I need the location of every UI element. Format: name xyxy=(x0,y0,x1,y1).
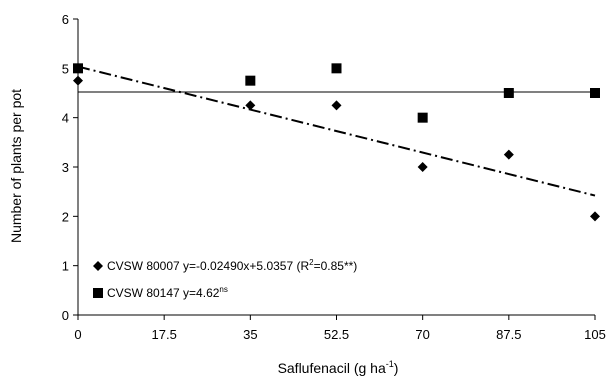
x-axis-title: Saflufenacil (g ha-1) xyxy=(278,359,399,376)
data-point-diamond xyxy=(331,100,342,111)
y-tick-label: 1 xyxy=(62,259,69,274)
regression-line-cvsw-80007 xyxy=(77,65,596,197)
y-tick-label: 5 xyxy=(62,61,69,76)
data-point-square xyxy=(331,63,342,74)
data-point-square xyxy=(245,75,256,86)
x-tick-label: 17.5 xyxy=(152,327,177,342)
data-point-square xyxy=(503,88,514,98)
legend-entry: CVSW 80007 y=-0.02490x+5.0357 (R2=0.85**… xyxy=(107,258,357,273)
axes-group: 0 1 2 3 4 5 6 0 17.5 35 52.5 70 87.5 105 xyxy=(62,12,606,342)
x-tick-label: 0 xyxy=(74,327,81,342)
data-point-diamond xyxy=(417,162,428,172)
x-tick-label: 87.5 xyxy=(496,327,521,342)
x-tick-label: 35 xyxy=(243,327,257,342)
legend-entry: CVSW 80147 y=4.62ns xyxy=(107,285,228,300)
data-point-diamond xyxy=(73,75,83,86)
data-point-square xyxy=(417,112,428,123)
y-tick-label: 4 xyxy=(62,111,69,126)
y-tick-label: 3 xyxy=(62,160,69,175)
data-point-diamond xyxy=(245,100,256,111)
x-tick-label: 52.5 xyxy=(324,327,349,342)
legend-marker-diamond xyxy=(93,261,103,271)
data-point-diamond xyxy=(590,211,600,222)
y-tick-label: 2 xyxy=(62,209,69,224)
x-tick-label: 105 xyxy=(584,327,606,342)
data-point-diamond xyxy=(503,149,514,160)
y-axis-title: Number of plants per pot xyxy=(8,89,24,243)
data-points-group xyxy=(73,63,600,222)
y-tick-label: 0 xyxy=(62,308,69,323)
x-tick-label: 70 xyxy=(415,327,429,342)
fit-lines-group xyxy=(77,65,596,197)
data-point-square xyxy=(590,88,600,98)
y-tick-label: 6 xyxy=(62,12,69,27)
data-point-square xyxy=(73,63,83,74)
legend-marker-square xyxy=(93,288,103,298)
legend: CVSW 80007 y=-0.02490x+5.0357 (R2=0.85**… xyxy=(93,258,357,300)
